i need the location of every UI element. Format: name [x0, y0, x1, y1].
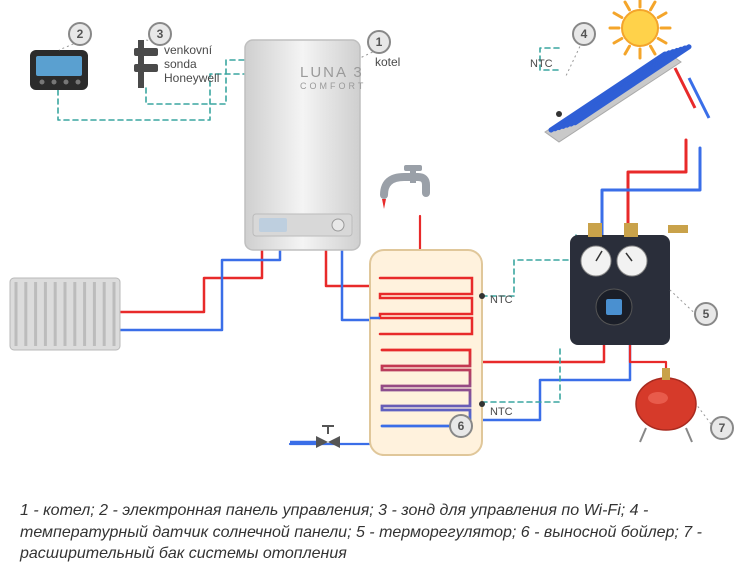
- diagram-svg: [0, 0, 750, 573]
- boiler-brand: LUNA 3COMFORT: [300, 64, 366, 91]
- ntc-label-0: NTC: [530, 58, 553, 71]
- badge-label-1: kotel: [375, 56, 400, 70]
- diagram-stage: 1kotel23venkovnísondaHoneywell4567 NTCNT…: [0, 0, 750, 573]
- ntc-label-1: NTC: [490, 294, 513, 307]
- ntc-label-2: NTC: [490, 406, 513, 419]
- badge-4: 4: [572, 22, 596, 46]
- legend-text: 1 - котел; 2 - электронная панель управл…: [20, 500, 730, 565]
- badge-label-3: venkovnísondaHoneywell: [164, 44, 219, 85]
- badge-2: 2: [68, 22, 92, 46]
- badge-1: 1: [367, 30, 391, 54]
- badge-6: 6: [449, 414, 473, 438]
- badge-7: 7: [710, 416, 734, 440]
- badge-5: 5: [694, 302, 718, 326]
